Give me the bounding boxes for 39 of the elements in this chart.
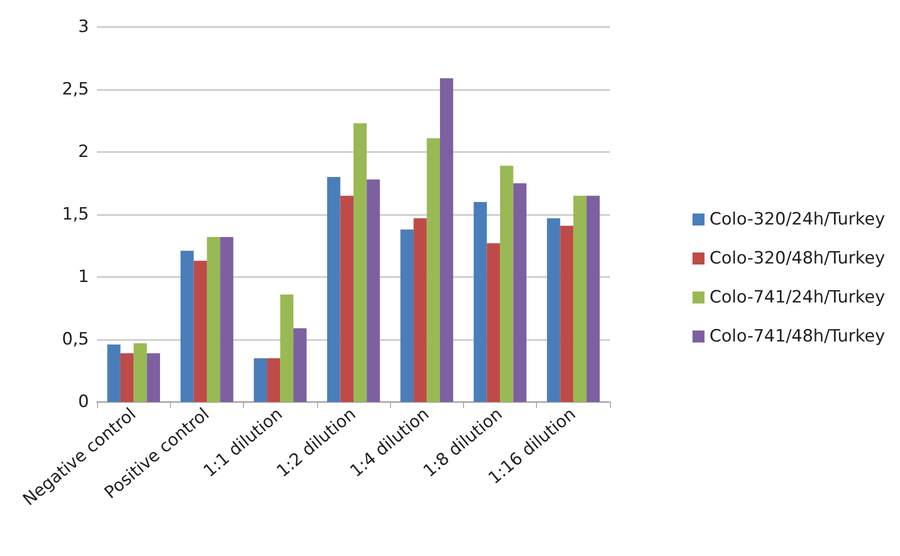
legend-label: Colo-741/24h/Turkey (710, 288, 886, 308)
bar (327, 177, 340, 402)
bar (254, 358, 268, 402)
y-tick-label: 2 (78, 142, 89, 162)
y-tick-label: 1,5 (62, 204, 89, 224)
y-tick-label: 0,5 (62, 330, 89, 350)
bar (194, 260, 207, 402)
bar (573, 196, 587, 402)
bar (120, 353, 134, 402)
y-tick-label: 2,5 (62, 80, 89, 100)
bar (366, 180, 380, 402)
legend-label: Colo-320/24h/Turkey (710, 210, 886, 230)
bar (414, 218, 427, 402)
bar (146, 353, 160, 402)
bar (267, 358, 280, 402)
bar (180, 250, 194, 402)
bar (500, 166, 514, 402)
bar (440, 78, 454, 402)
bar (400, 230, 414, 402)
bar (134, 343, 147, 402)
bar (293, 328, 307, 402)
bar (340, 196, 354, 402)
y-tick-label: 3 (78, 17, 89, 37)
bar (280, 294, 294, 402)
legend-label: Colo-741/48h/Turkey (710, 326, 886, 346)
bar (546, 218, 560, 402)
bar (486, 243, 500, 402)
bar (513, 183, 526, 402)
y-tick-label: 1 (78, 267, 89, 287)
bar (560, 226, 574, 402)
y-tick-label: 0 (78, 392, 89, 412)
bar (354, 123, 367, 402)
bar (107, 344, 120, 402)
bar (206, 237, 220, 402)
bar (586, 196, 600, 402)
bar (426, 138, 440, 402)
bar (474, 202, 487, 402)
legend-label: Colo-320/48h/Turkey (710, 248, 886, 268)
bar (220, 237, 234, 402)
